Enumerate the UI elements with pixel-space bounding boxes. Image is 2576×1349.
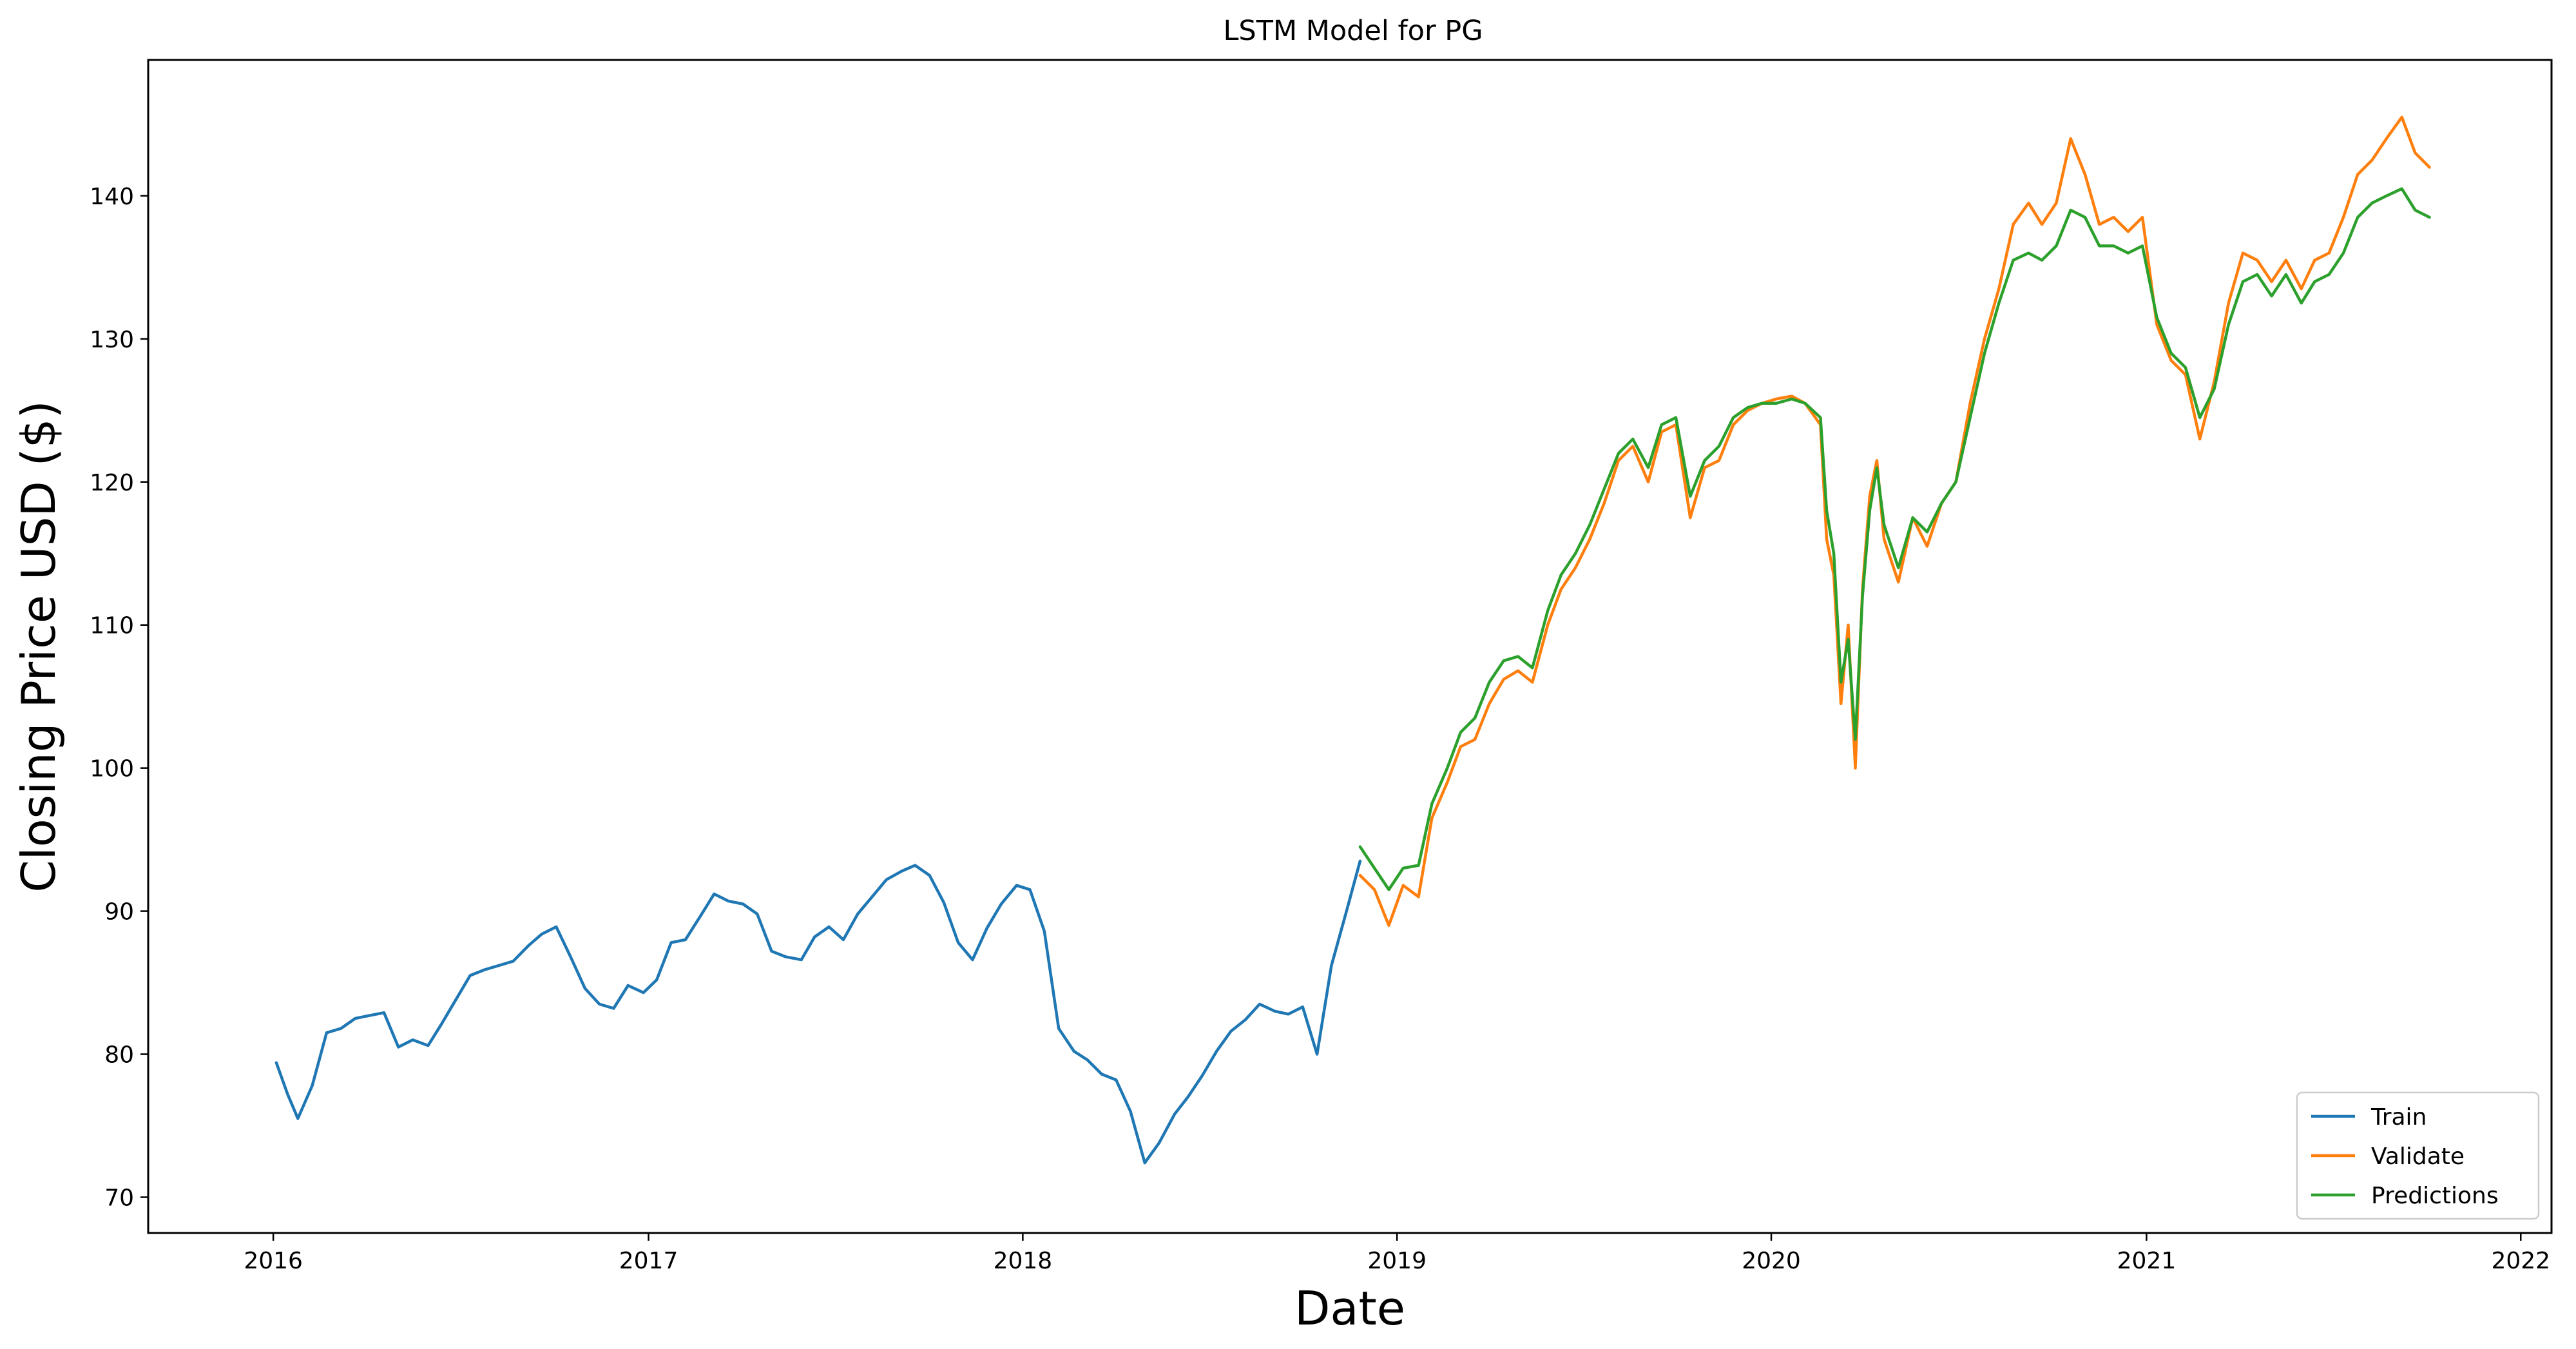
x-axis-label: Date <box>1294 1281 1405 1335</box>
y-tick-label: 110 <box>90 613 134 639</box>
y-tick-label: 130 <box>90 327 134 353</box>
y-axis-label: Closing Price USD ($) <box>12 400 66 892</box>
y-tick-label: 100 <box>90 756 134 782</box>
y-tick-label: 90 <box>104 899 134 926</box>
series-layer <box>274 115 2431 1165</box>
legend-label-train: Train <box>2370 1104 2427 1131</box>
x-axis: 2016 2017 2018 2019 2020 2021 2022 <box>244 1233 2550 1274</box>
series-line-validate <box>1358 115 2431 927</box>
x-tick-label: 2017 <box>619 1248 678 1274</box>
series-line-train <box>274 859 1362 1165</box>
series-line-predictions <box>1358 187 2431 891</box>
y-tick-label: 120 <box>90 470 134 496</box>
x-tick-label: 2018 <box>994 1248 1053 1274</box>
legend-box <box>2296 1091 2540 1220</box>
x-tick-label: 2021 <box>2117 1248 2177 1274</box>
x-tick-label: 2016 <box>244 1248 303 1274</box>
y-axis: 70 80 90 100 110 120 130 140 <box>90 184 148 1212</box>
x-tick-label: 2020 <box>1742 1248 1801 1274</box>
y-tick-label: 140 <box>90 184 134 210</box>
y-tick-label: 70 <box>104 1185 134 1212</box>
plot-frame <box>147 59 2553 1234</box>
legend-label-predictions: Predictions <box>2371 1183 2499 1209</box>
y-tick-label: 80 <box>104 1042 134 1069</box>
x-tick-label: 2022 <box>2491 1248 2550 1274</box>
legend: Train Validate Predictions <box>2296 1091 2540 1220</box>
x-tick-label: 2019 <box>1367 1248 1427 1274</box>
legend-label-validate: Validate <box>2371 1143 2465 1170</box>
chart-title: LSTM Model for PG <box>1223 15 1483 47</box>
